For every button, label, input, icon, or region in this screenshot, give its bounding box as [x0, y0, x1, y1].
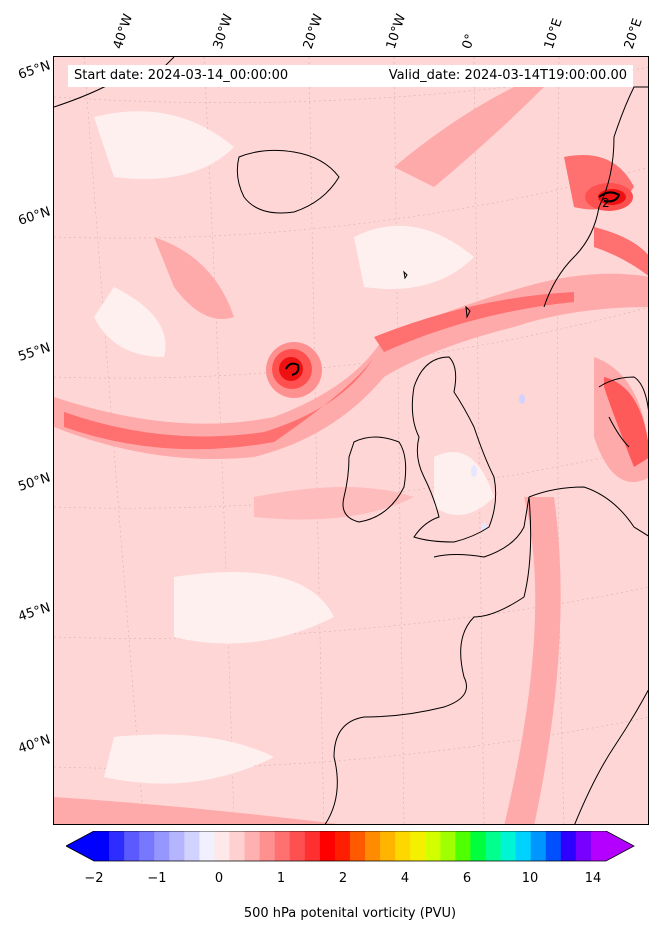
- colorbar-swatch: [289, 831, 306, 861]
- lon-label-20w: 20°W: [300, 12, 327, 51]
- colorbar-swatch: [485, 831, 502, 861]
- graticule: [54, 57, 648, 824]
- colorbar-swatch: [139, 831, 155, 861]
- colorbar-swatch: [365, 831, 381, 861]
- colorbar-swatch: [304, 831, 321, 861]
- colorbar-swatch: [94, 831, 110, 861]
- colorbar-extend-min: [66, 831, 94, 861]
- colorbar-extend-max: [606, 831, 634, 861]
- colorbar-swatch: [590, 831, 607, 861]
- colorbar-swatch: [334, 831, 351, 861]
- contour-label: 2: [602, 196, 610, 210]
- colorbar-swatch: [470, 831, 487, 861]
- colorbar: [66, 831, 635, 862]
- lon-label-10e: 10°E: [541, 16, 566, 51]
- colorbar-swatch: [545, 831, 562, 861]
- colorbar-tick: 4: [400, 871, 410, 886]
- colorbar-tick: 10: [521, 871, 539, 886]
- colorbar-tick: 14: [584, 871, 602, 886]
- colorbar-swatch: [244, 831, 261, 861]
- colorbar-tick: −1: [147, 871, 167, 886]
- colorbar-swatch: [109, 831, 125, 861]
- lon-label-30w: 30°W: [210, 12, 237, 51]
- lat-label-55n: 55°N: [16, 340, 53, 365]
- lon-label-20e: 20°E: [621, 16, 646, 51]
- colorbar-swatch: [410, 831, 426, 861]
- colorbar-swatch: [530, 831, 547, 861]
- coastlines: [54, 57, 648, 824]
- colorbar-swatch: [455, 831, 471, 861]
- colorbar-swatch: [154, 831, 170, 861]
- lon-label-0: 0°: [459, 32, 479, 51]
- map-frame: 2 Start date: 2024-03-14_00:00:00 Valid_…: [53, 56, 649, 825]
- lon-label-10w: 10°W: [383, 12, 410, 51]
- colorbar-swatch: [274, 831, 291, 861]
- colorbar-swatch: [515, 831, 532, 861]
- date-info-bar: Start date: 2024-03-14_00:00:00 Valid_da…: [68, 65, 633, 87]
- colorbar-swatch: [500, 831, 517, 861]
- norway: [543, 86, 648, 308]
- western-europe: [324, 496, 532, 824]
- colorbar-swatch: [560, 831, 577, 861]
- lat-label-50n: 50°N: [16, 470, 53, 495]
- iceland: [236, 149, 340, 214]
- ireland: [342, 436, 407, 523]
- lat-label-60n: 60°N: [16, 204, 53, 229]
- lat-label-40n: 40°N: [16, 732, 53, 757]
- colorbar-tick: 1: [276, 871, 286, 886]
- colorbar-swatch: [229, 831, 246, 861]
- pv-field: [54, 87, 648, 824]
- colorbar-swatch: [440, 831, 456, 861]
- valid-date: Valid_date: 2024-03-14T19:00:00.00: [388, 68, 627, 83]
- colorbar-swatch: [259, 831, 276, 861]
- colorbar-swatch: [199, 831, 215, 861]
- colorbar-swatch: [319, 831, 336, 861]
- colorbar-swatch: [380, 831, 396, 861]
- colorbar-tick: 6: [462, 871, 472, 886]
- colorbar-tick: −2: [84, 871, 104, 886]
- colorbar-swatch: [575, 831, 592, 861]
- colorbar-title: 500 hPa potenital vorticity (PVU): [243, 906, 457, 921]
- colorbar-tick: 0: [214, 871, 224, 886]
- colorbar-swatch: [214, 831, 231, 861]
- great-britain: [411, 356, 497, 543]
- colorbar-swatch: [184, 831, 200, 861]
- colorbar-swatch: [124, 831, 140, 861]
- colorbar-tick: 2: [338, 871, 348, 886]
- colorbar-swatch: [425, 831, 441, 861]
- colorbar-outline: [66, 831, 635, 862]
- lon-label-40w: 40°W: [110, 12, 137, 51]
- lat-label-65n: 65°N: [16, 58, 53, 83]
- colorbar-swatch: [395, 831, 411, 861]
- lat-label-45n: 45°N: [16, 600, 53, 625]
- pv-map: 2: [54, 57, 648, 824]
- start-date: Start date: 2024-03-14_00:00:00: [74, 68, 289, 83]
- colorbar-swatch: [350, 831, 366, 861]
- contour-lines: [285, 191, 621, 376]
- colorbar-swatch: [169, 831, 185, 861]
